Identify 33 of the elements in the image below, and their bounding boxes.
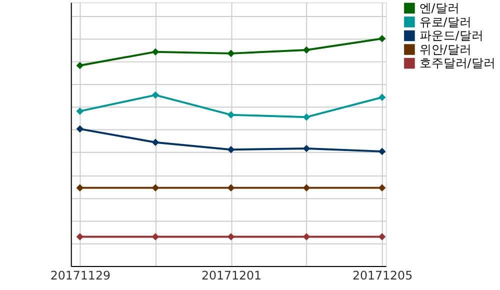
x-tick-label: 20171129: [50, 268, 110, 282]
point: [152, 91, 160, 99]
point: [227, 184, 235, 192]
x-tick-label: 20171201: [201, 268, 262, 282]
point: [152, 233, 160, 240]
point: [76, 62, 84, 70]
point: [76, 125, 84, 133]
legend-label: 파운드/달러: [419, 28, 484, 43]
point: [152, 138, 160, 146]
point: [152, 48, 160, 56]
point: [378, 233, 386, 240]
point: [152, 184, 160, 192]
point: [302, 113, 310, 121]
x-tick-label: 20171205: [352, 268, 413, 282]
point: [302, 184, 310, 192]
point: [227, 111, 235, 118]
point: [76, 233, 84, 240]
point: [378, 184, 386, 192]
legend-label: 위안/달러: [419, 42, 472, 56]
point: [76, 184, 84, 192]
legend-label: 엔/달러: [419, 1, 460, 16]
point: [227, 50, 235, 58]
point: [76, 108, 84, 115]
point: [302, 46, 310, 54]
point: [302, 144, 310, 152]
point: [378, 35, 386, 42]
point: [302, 233, 310, 240]
point: [378, 94, 386, 101]
point: [227, 233, 235, 240]
legend-label: 호주달러/달러: [419, 56, 496, 70]
legend-label: 유로/달러: [419, 14, 472, 29]
point: [227, 146, 235, 154]
point: [378, 148, 386, 156]
